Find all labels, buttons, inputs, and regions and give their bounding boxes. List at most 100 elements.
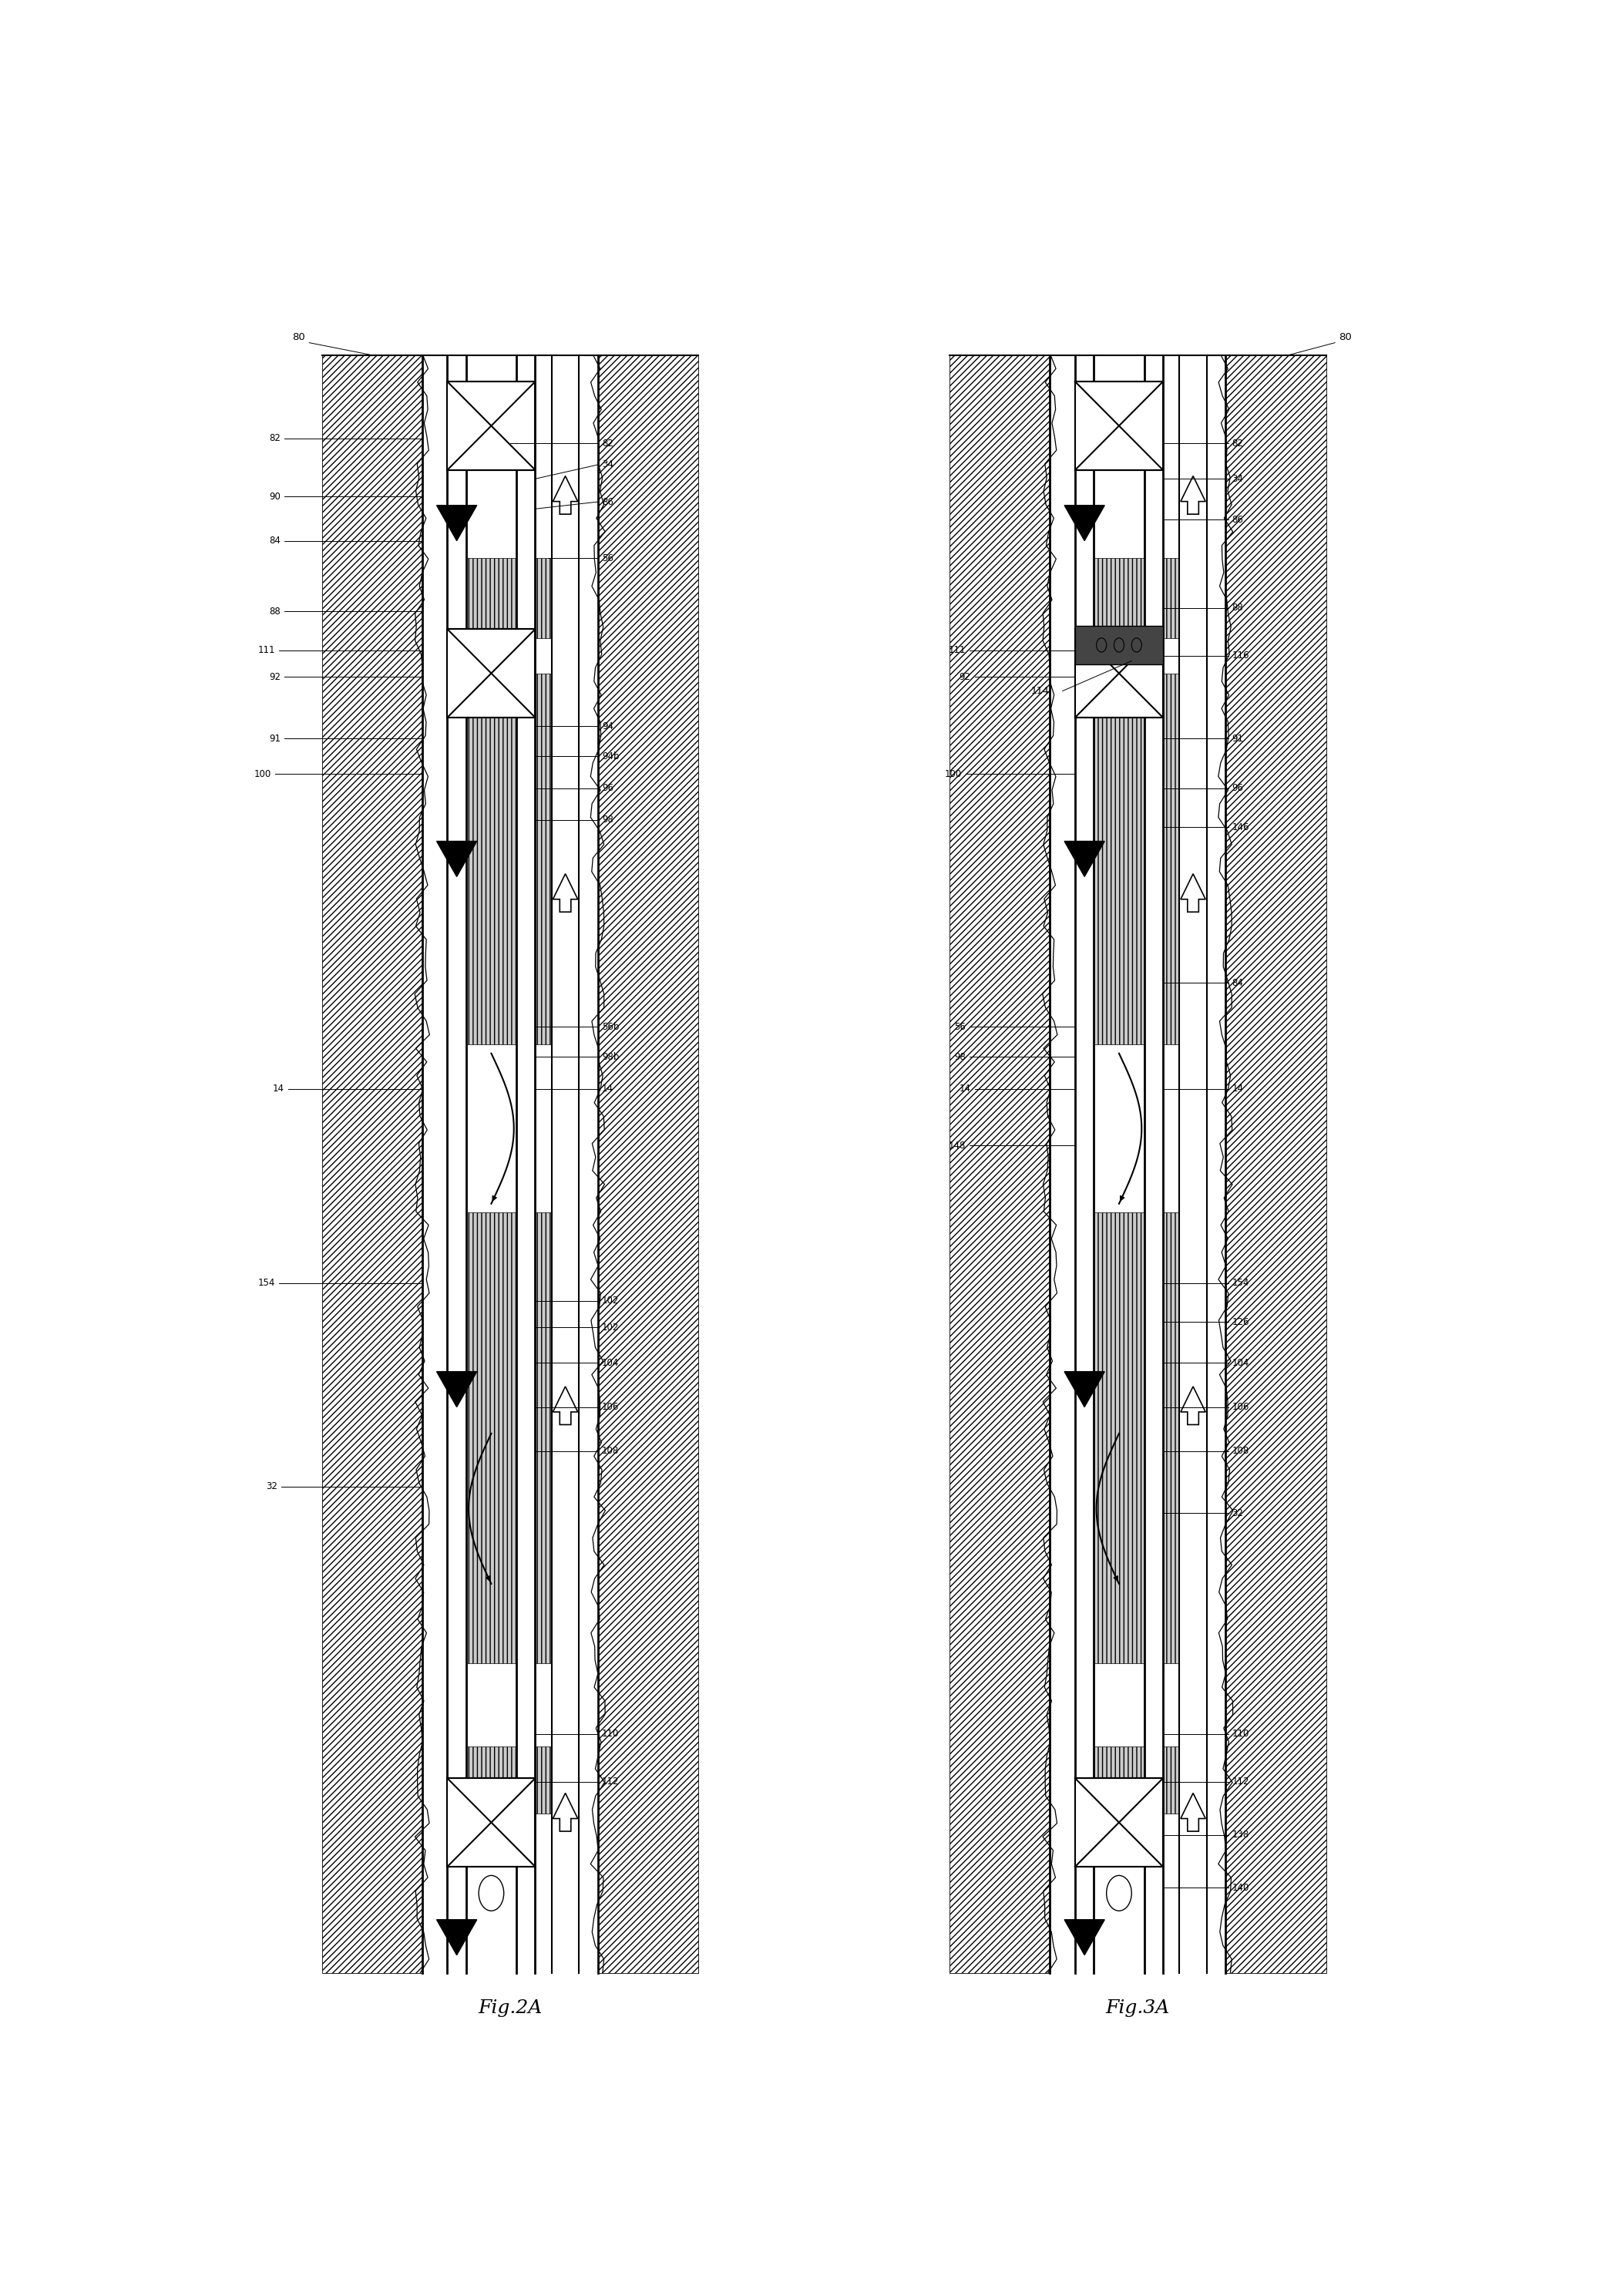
Polygon shape xyxy=(437,1371,476,1407)
Bar xyxy=(322,356,423,1972)
Bar xyxy=(467,558,517,638)
Bar xyxy=(1163,558,1179,638)
Text: 104: 104 xyxy=(1231,1357,1249,1368)
Polygon shape xyxy=(552,875,578,912)
Text: 86: 86 xyxy=(601,496,614,507)
Text: 110: 110 xyxy=(601,1729,619,1738)
Text: 106: 106 xyxy=(601,1403,619,1412)
Bar xyxy=(1179,356,1207,1972)
Text: 56: 56 xyxy=(954,1022,966,1031)
Text: 98b: 98b xyxy=(601,1052,619,1063)
Text: Fig.2A: Fig.2A xyxy=(478,2000,543,2016)
Bar xyxy=(1094,558,1144,638)
Text: 82: 82 xyxy=(601,439,614,448)
Text: 154: 154 xyxy=(1231,1279,1249,1288)
Text: 91: 91 xyxy=(1231,735,1244,744)
Text: 104: 104 xyxy=(601,1357,619,1368)
Text: 96: 96 xyxy=(601,783,614,792)
Bar xyxy=(1144,356,1163,1972)
Text: 32: 32 xyxy=(1231,1508,1244,1518)
Text: 90: 90 xyxy=(269,491,280,501)
Text: 100: 100 xyxy=(944,769,962,778)
Bar xyxy=(1094,673,1144,1045)
Bar xyxy=(1076,381,1163,471)
Text: 88: 88 xyxy=(1231,604,1244,613)
Text: 82: 82 xyxy=(269,434,280,443)
Polygon shape xyxy=(1181,475,1205,514)
Polygon shape xyxy=(1064,1371,1105,1407)
Text: 108: 108 xyxy=(601,1446,619,1456)
Text: 84: 84 xyxy=(269,535,280,546)
Polygon shape xyxy=(437,1919,476,1956)
Text: 146: 146 xyxy=(1231,822,1249,831)
Text: 92: 92 xyxy=(959,673,970,682)
Bar xyxy=(949,356,1050,1972)
Text: 98: 98 xyxy=(601,815,614,824)
Text: 111: 111 xyxy=(948,645,966,654)
Text: 138: 138 xyxy=(1231,1830,1249,1839)
Bar xyxy=(322,356,423,1972)
Bar xyxy=(949,356,1050,1972)
Bar xyxy=(1226,356,1327,1972)
Text: 100: 100 xyxy=(254,769,272,778)
Polygon shape xyxy=(1064,840,1105,877)
Text: 108: 108 xyxy=(1231,1446,1249,1456)
Text: 111: 111 xyxy=(258,645,275,654)
Bar xyxy=(535,1747,551,1814)
Text: 56b: 56b xyxy=(601,1022,619,1031)
Text: 82: 82 xyxy=(1231,439,1244,448)
Bar xyxy=(1076,629,1163,716)
Bar xyxy=(551,356,580,1972)
Bar xyxy=(1050,356,1226,1972)
Polygon shape xyxy=(552,1793,578,1832)
Text: 102: 102 xyxy=(601,1322,619,1332)
Bar xyxy=(447,381,535,471)
Polygon shape xyxy=(1181,1387,1205,1424)
Text: 14: 14 xyxy=(1231,1084,1244,1093)
Polygon shape xyxy=(1064,1919,1105,1956)
Bar xyxy=(517,356,535,1972)
Text: 94: 94 xyxy=(601,721,614,732)
Polygon shape xyxy=(437,505,476,542)
Text: 14: 14 xyxy=(601,1084,614,1093)
Text: 92: 92 xyxy=(269,673,280,682)
Bar xyxy=(598,356,698,1972)
Text: 126: 126 xyxy=(1231,1318,1249,1327)
Text: 86: 86 xyxy=(1231,514,1244,523)
Text: 154: 154 xyxy=(258,1279,275,1288)
Bar xyxy=(447,356,467,1972)
Polygon shape xyxy=(552,1387,578,1424)
Text: 110: 110 xyxy=(1231,1729,1249,1738)
Text: 34: 34 xyxy=(1231,473,1244,484)
Bar xyxy=(535,673,551,1045)
Text: 96: 96 xyxy=(1231,783,1244,792)
Text: 80: 80 xyxy=(293,333,306,342)
Text: 14: 14 xyxy=(272,1084,284,1093)
Bar xyxy=(1094,1747,1144,1814)
Text: 98: 98 xyxy=(954,1052,966,1063)
Text: 32: 32 xyxy=(266,1481,279,1492)
Text: 116: 116 xyxy=(1231,650,1249,661)
Text: Fig.3A: Fig.3A xyxy=(1106,2000,1170,2016)
Text: 94b: 94b xyxy=(601,751,619,762)
Bar xyxy=(1076,625,1163,664)
Bar xyxy=(1076,356,1094,1972)
Text: 34: 34 xyxy=(601,459,614,471)
Bar xyxy=(1163,1747,1179,1814)
Bar xyxy=(467,1747,517,1814)
Text: 114: 114 xyxy=(1032,687,1050,696)
Bar xyxy=(535,558,551,638)
Text: 102: 102 xyxy=(601,1295,619,1306)
Bar xyxy=(535,1212,551,1662)
Bar xyxy=(447,1777,535,1867)
Text: 140: 140 xyxy=(1231,1883,1249,1892)
Bar xyxy=(447,629,535,716)
Text: 84: 84 xyxy=(1231,978,1244,987)
Bar xyxy=(1226,356,1327,1972)
Text: 148: 148 xyxy=(949,1141,966,1150)
Polygon shape xyxy=(1181,1793,1205,1832)
Text: 80: 80 xyxy=(1338,333,1351,342)
Polygon shape xyxy=(437,840,476,877)
Text: 56: 56 xyxy=(601,553,614,563)
Text: 106: 106 xyxy=(1231,1403,1249,1412)
